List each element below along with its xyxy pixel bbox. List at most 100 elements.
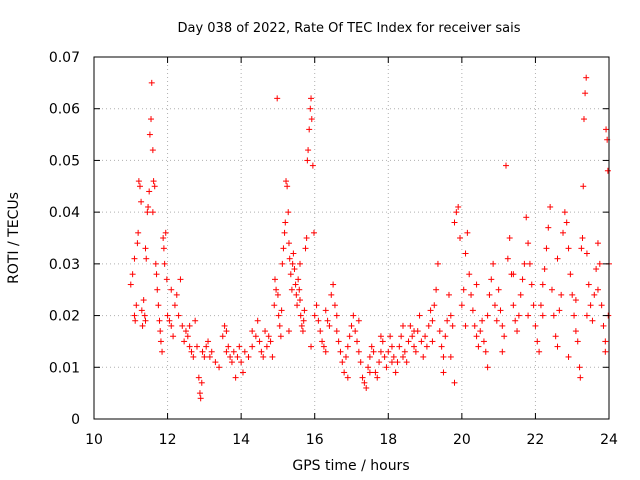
data-point	[532, 322, 539, 329]
data-point	[501, 333, 508, 340]
data-point	[344, 343, 351, 350]
data-point	[306, 126, 313, 133]
data-point	[297, 260, 303, 267]
data-point	[140, 297, 147, 304]
data-point	[145, 203, 152, 210]
data-point	[170, 333, 177, 340]
data-point	[322, 348, 329, 355]
data-point	[423, 343, 430, 350]
data-point	[473, 281, 480, 288]
data-point	[381, 353, 388, 360]
data-point	[131, 312, 138, 319]
data-point	[577, 374, 584, 381]
data-point	[602, 338, 609, 345]
data-point	[143, 255, 150, 262]
data-point	[491, 302, 498, 309]
data-point	[411, 343, 418, 350]
data-point	[337, 348, 344, 355]
data-point	[525, 240, 532, 247]
data-point	[285, 209, 292, 216]
data-point	[223, 328, 230, 335]
data-point	[297, 312, 304, 319]
data-point	[576, 364, 583, 371]
data-point	[475, 343, 482, 350]
data-point	[333, 328, 340, 335]
data-point	[473, 333, 480, 340]
data-point	[431, 302, 438, 309]
data-point	[348, 322, 355, 329]
y-axis-label: ROTI / TECUs	[6, 192, 22, 284]
data-point	[342, 353, 349, 360]
data-point	[366, 353, 373, 360]
data-point	[434, 260, 441, 267]
data-point	[579, 235, 586, 241]
data-point	[330, 281, 337, 288]
data-point	[392, 369, 399, 376]
data-point	[583, 250, 590, 257]
data-point	[127, 281, 134, 288]
data-point	[359, 374, 366, 381]
data-point	[365, 364, 372, 371]
data-point	[131, 255, 138, 262]
data-point	[451, 219, 458, 226]
data-point	[422, 333, 429, 340]
data-point	[571, 312, 578, 319]
data-point	[206, 353, 213, 360]
data-point	[366, 369, 373, 376]
data-point	[550, 312, 557, 319]
data-point	[377, 348, 384, 355]
data-point	[479, 317, 486, 324]
data-point	[302, 245, 309, 252]
data-point	[521, 260, 528, 267]
data-point	[398, 333, 405, 340]
data-point	[400, 322, 406, 329]
data-point	[554, 343, 561, 350]
data-point	[197, 395, 204, 402]
data-point	[195, 374, 202, 381]
chart-title: Day 038 of 2022, Rate Of TEC Index for r…	[177, 21, 520, 36]
data-point	[354, 338, 361, 345]
data-point	[201, 353, 208, 360]
data-point	[175, 312, 182, 319]
data-point	[429, 338, 436, 345]
data-point	[466, 271, 473, 278]
data-point	[503, 162, 509, 169]
data-point	[420, 353, 427, 360]
x-axis-label: GPS time / hours	[292, 458, 409, 474]
data-point	[361, 379, 368, 386]
data-point	[326, 322, 333, 329]
data-point	[411, 328, 418, 335]
data-point	[159, 348, 166, 355]
data-point	[539, 281, 546, 288]
data-point	[506, 235, 513, 241]
data-point	[319, 338, 326, 345]
data-point	[286, 255, 293, 262]
data-point	[305, 147, 312, 154]
data-point	[390, 353, 397, 360]
data-point	[289, 260, 296, 267]
data-point	[290, 250, 297, 257]
data-point	[504, 255, 511, 262]
data-point	[310, 229, 317, 236]
data-point	[192, 317, 199, 324]
data-point	[285, 328, 292, 335]
data-point	[405, 338, 412, 345]
data-point	[283, 178, 290, 185]
data-point	[591, 291, 598, 298]
data-point	[462, 250, 469, 257]
data-point	[179, 322, 186, 329]
data-point	[188, 348, 195, 355]
data-point	[387, 333, 394, 340]
data-point	[403, 359, 410, 366]
data-point	[510, 302, 517, 309]
data-point	[418, 338, 425, 345]
data-point	[583, 74, 590, 81]
data-point	[528, 281, 535, 288]
data-point	[565, 353, 572, 360]
x-tick-label: 10	[85, 432, 103, 448]
data-point	[440, 353, 447, 360]
data-point	[594, 286, 601, 293]
data-point	[320, 343, 327, 350]
data-point	[385, 348, 392, 355]
data-point	[480, 338, 487, 345]
